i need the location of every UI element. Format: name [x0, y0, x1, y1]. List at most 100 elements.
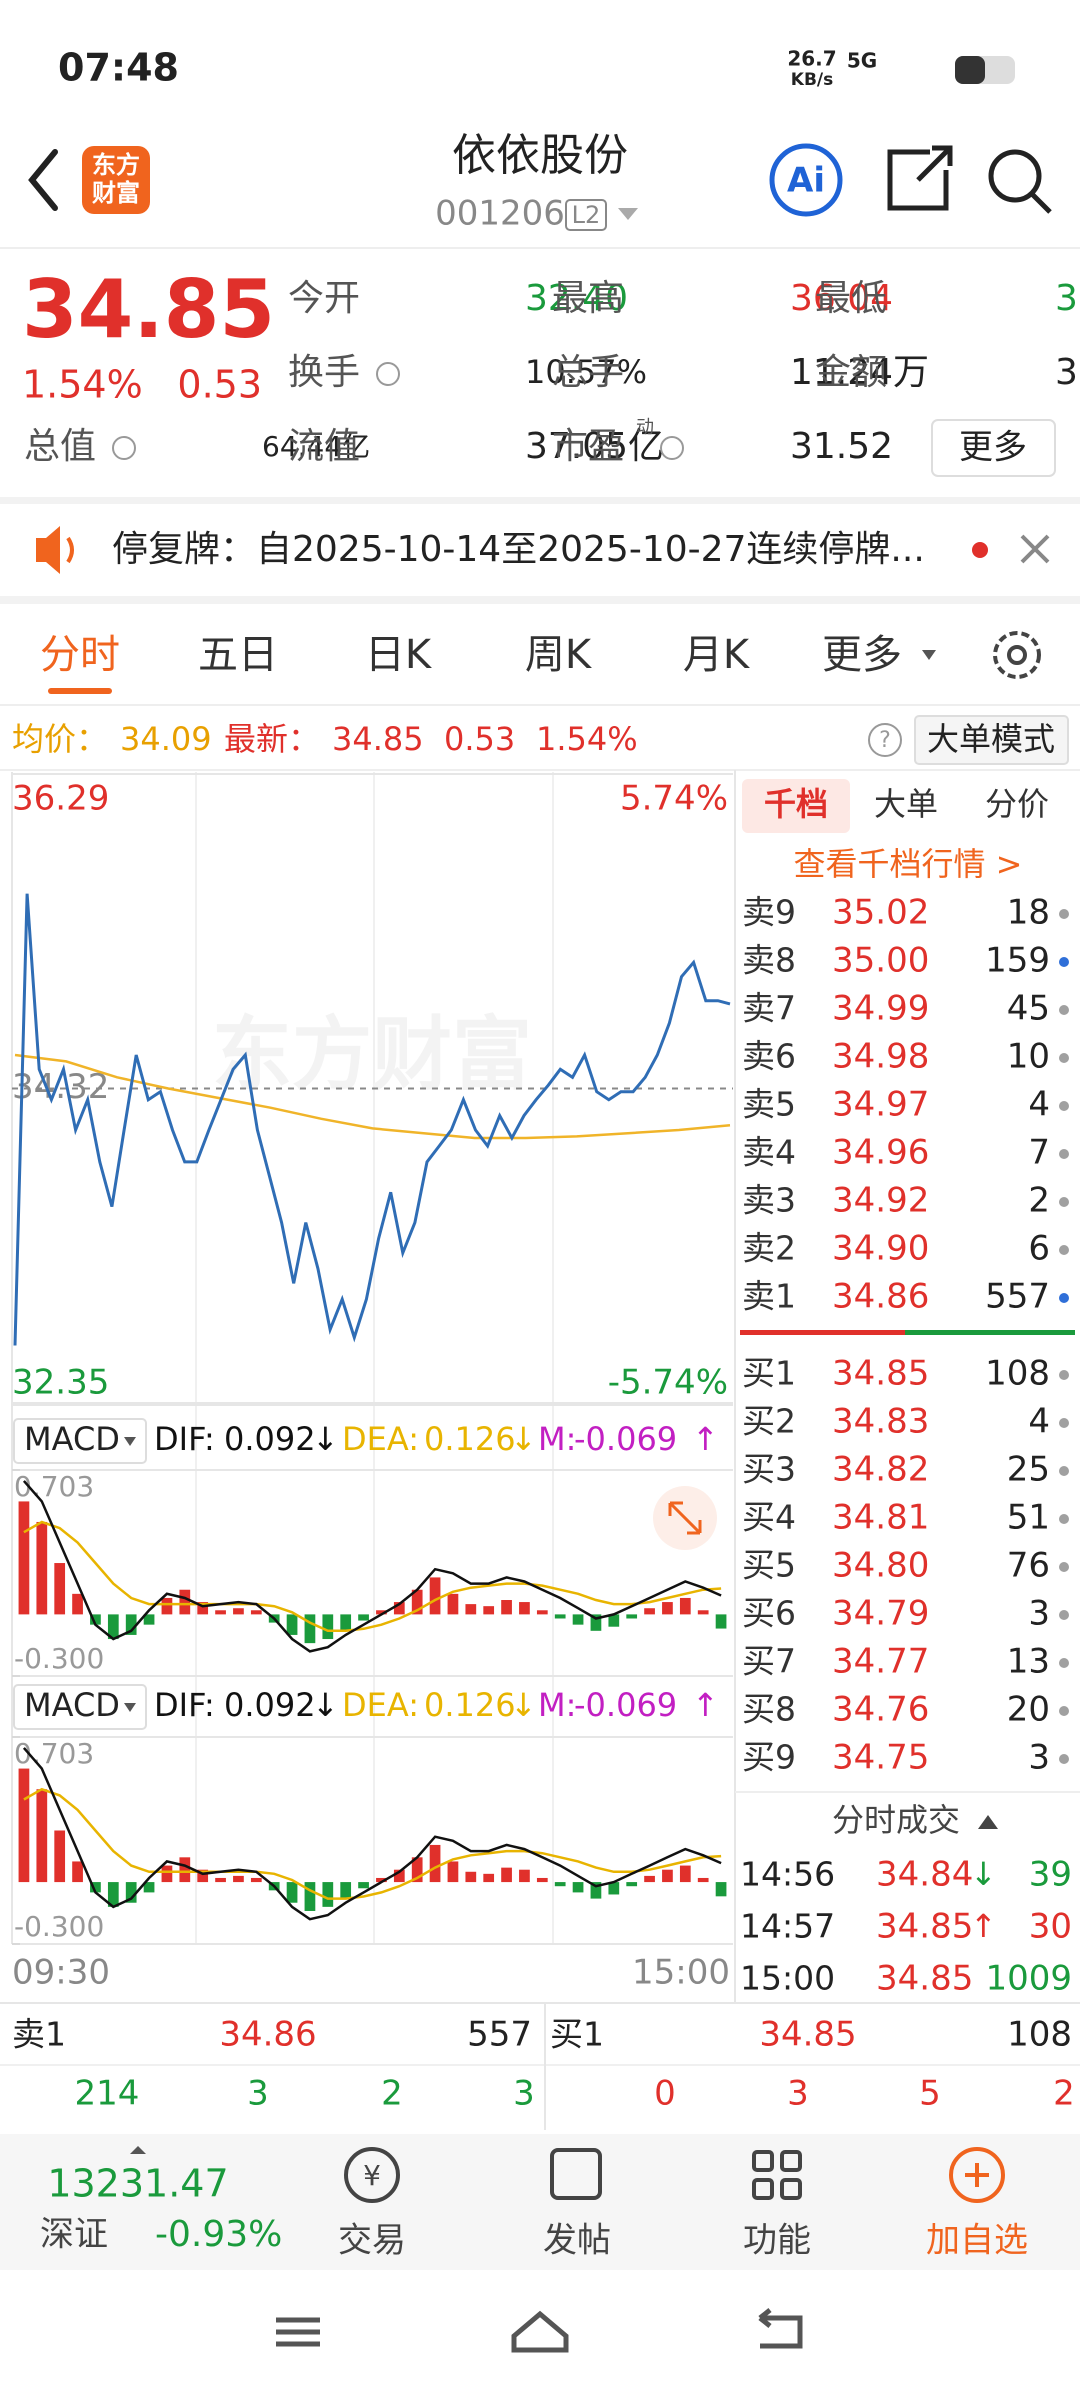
tab[interactable]: 周K	[525, 632, 593, 678]
book-tab[interactable]: 大单	[874, 785, 938, 823]
macd-bar	[358, 1882, 369, 1889]
macd-bar	[90, 1882, 101, 1893]
macd-bar	[644, 1875, 655, 1883]
add-icon[interactable]	[949, 2147, 1005, 2203]
tab[interactable]: 更多	[822, 632, 902, 678]
index-change: -0.93%	[155, 2214, 282, 2255]
macd-bar	[465, 1871, 477, 1883]
tab-indicator	[48, 688, 112, 694]
ask-tick: 3	[247, 2074, 269, 2114]
macd-bar	[536, 1877, 548, 1883]
trade-arrow: ↓	[970, 1855, 997, 1893]
avg-label: 均价：	[12, 720, 108, 758]
book-dot	[1059, 1053, 1069, 1063]
trade-icon[interactable]	[344, 2147, 400, 2203]
battery-level	[955, 56, 985, 84]
book-label: 买5	[742, 1546, 796, 1585]
search-button[interactable]	[988, 149, 1042, 203]
mode-button[interactable]	[914, 715, 1069, 765]
logo[interactable]	[82, 146, 150, 214]
tab[interactable]: 五日	[198, 632, 278, 678]
m-value: -0.069	[574, 1686, 677, 1724]
y2-tick-label: -5.74%	[608, 1363, 728, 1403]
book-volume: 2	[1028, 1181, 1050, 1221]
book-tab[interactable]: 分价	[985, 785, 1049, 823]
macd-bar	[358, 1614, 369, 1621]
book-label: 卖5	[742, 1085, 796, 1124]
book-dot	[1059, 1418, 1069, 1428]
book-dot	[1059, 1466, 1069, 1476]
tab[interactable]: 日K	[365, 632, 433, 678]
close-button[interactable]	[1020, 534, 1050, 564]
y-tick-label: 36.29	[12, 779, 109, 819]
tab[interactable]: 分时	[40, 632, 120, 678]
yen-icon: ¥	[363, 2159, 381, 2192]
last-change: 0.53	[444, 720, 515, 758]
macd-bar	[590, 1614, 602, 1631]
post-icon[interactable]	[550, 2148, 602, 2200]
menu-key[interactable]	[276, 2317, 320, 2347]
caret	[124, 1703, 136, 1712]
macd-dif	[22, 1747, 722, 1921]
last-value: 34.85	[332, 720, 424, 758]
macd-bar	[72, 1593, 83, 1615]
separator	[0, 596, 1080, 604]
macd-bar	[411, 1589, 423, 1615]
home-key[interactable]	[511, 2310, 569, 2353]
macd-bar	[215, 1610, 226, 1615]
index-name: 深证	[40, 2215, 108, 2255]
book-label: 卖1	[742, 1277, 796, 1316]
macd-bar	[304, 1882, 316, 1911]
book-tab[interactable]: 千档	[764, 785, 828, 823]
book-label: 卖8	[742, 941, 796, 980]
book-label: 买3	[742, 1450, 796, 1489]
macd-bar	[572, 1882, 584, 1893]
field-label: 换手	[288, 352, 360, 393]
nav-label[interactable]: 交易	[338, 2221, 406, 2261]
book-price: 34.75	[832, 1738, 929, 1778]
macd-bar	[125, 1882, 137, 1903]
trade-time: 14:57	[740, 1907, 835, 1946]
nav-label[interactable]: 加自选	[926, 2221, 1028, 2261]
book-link[interactable]: 查看千档行情 >	[794, 845, 1023, 883]
ask-bar	[740, 1330, 905, 1335]
trade-volume: 1009	[985, 1959, 1072, 1999]
nav-label[interactable]: 发帖	[543, 2221, 611, 2261]
macd-bar	[197, 1869, 209, 1883]
series-price	[13, 893, 731, 1346]
func-icon[interactable]	[752, 2150, 774, 2172]
trade-price: 34.85	[876, 1907, 973, 1947]
func-icon	[780, 2150, 802, 2172]
settings-button[interactable]	[993, 631, 1041, 679]
macd-bar	[679, 1865, 691, 1883]
macd-selector[interactable]	[13, 1684, 147, 1730]
share-button[interactable]	[887, 145, 953, 211]
dif-value: 0.092	[224, 1420, 316, 1458]
caret	[130, 2146, 146, 2154]
book-label: 买4	[742, 1498, 796, 1537]
trade-time: 14:56	[740, 1855, 835, 1894]
back-key[interactable]	[758, 2308, 803, 2349]
ask-label: 卖1	[12, 2015, 66, 2054]
nav-label[interactable]: 功能	[743, 2221, 811, 2261]
macd-bar	[179, 1857, 191, 1883]
ai-label: Ai	[787, 161, 825, 201]
macd-dea	[23, 1787, 722, 1900]
level-badge	[565, 199, 607, 231]
book-price: 34.90	[832, 1229, 929, 1269]
back-button[interactable]	[28, 149, 58, 211]
macd-bar	[376, 1877, 387, 1883]
book-price: 34.79	[832, 1594, 929, 1634]
add-plus	[965, 2163, 989, 2187]
macd-selector[interactable]	[13, 1418, 147, 1464]
book-price: 34.98	[832, 1037, 929, 1077]
tab[interactable]: 月K	[683, 632, 751, 678]
macd-bar	[519, 1602, 530, 1615]
ai-button[interactable]	[769, 143, 843, 217]
macd-bar	[250, 1877, 262, 1883]
book-price: 34.92	[832, 1181, 929, 1221]
y-tick-label: 0.703	[14, 1470, 94, 1503]
mode-label: 大单模式	[927, 720, 1055, 758]
more-button[interactable]	[931, 419, 1056, 477]
